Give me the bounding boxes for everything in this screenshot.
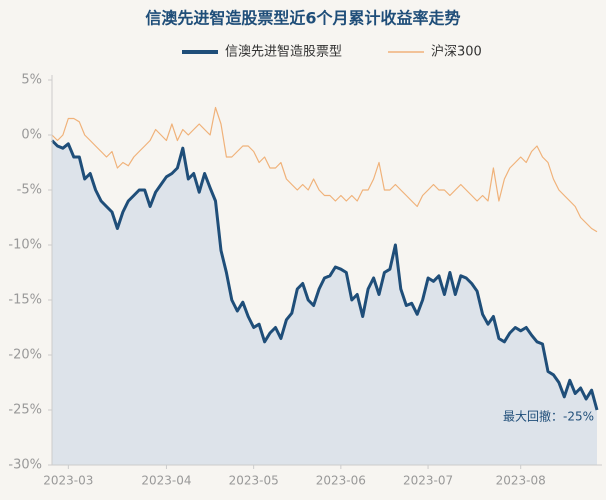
y-tick-label: -30% [8, 458, 42, 473]
legend-label: 信澳先进智造股票型 [225, 44, 342, 60]
x-tick-label: 2023-08 [496, 474, 546, 488]
x-tick-label: 2023-04 [141, 474, 191, 488]
y-tick-label: -15% [8, 293, 42, 308]
legend-label: 沪深300 [431, 44, 482, 60]
y-tick-label: 0% [21, 128, 42, 143]
line [51, 106, 598, 233]
y-tick-label: -10% [8, 238, 42, 253]
y-tick-label: -5% [17, 183, 42, 198]
y-tick-label: 5% [21, 73, 42, 88]
annotation: 最大回撤：-25% [503, 409, 594, 424]
y-tick-label: -20% [8, 348, 42, 363]
line [50, 139, 599, 411]
y-tick-label: -25% [8, 403, 42, 418]
area [52, 140, 597, 465]
x-tick-label: 2023-06 [316, 474, 366, 488]
chart-title: 信澳先进智造股票型近6个月累计收益率走势 [145, 9, 460, 28]
x-tick-label: 2023-05 [229, 474, 279, 488]
x-tick-label: 2023-03 [43, 474, 93, 488]
x-tick-label: 2023-07 [403, 474, 453, 488]
